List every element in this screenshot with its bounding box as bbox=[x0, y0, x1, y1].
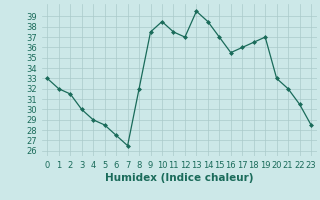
X-axis label: Humidex (Indice chaleur): Humidex (Indice chaleur) bbox=[105, 173, 253, 183]
